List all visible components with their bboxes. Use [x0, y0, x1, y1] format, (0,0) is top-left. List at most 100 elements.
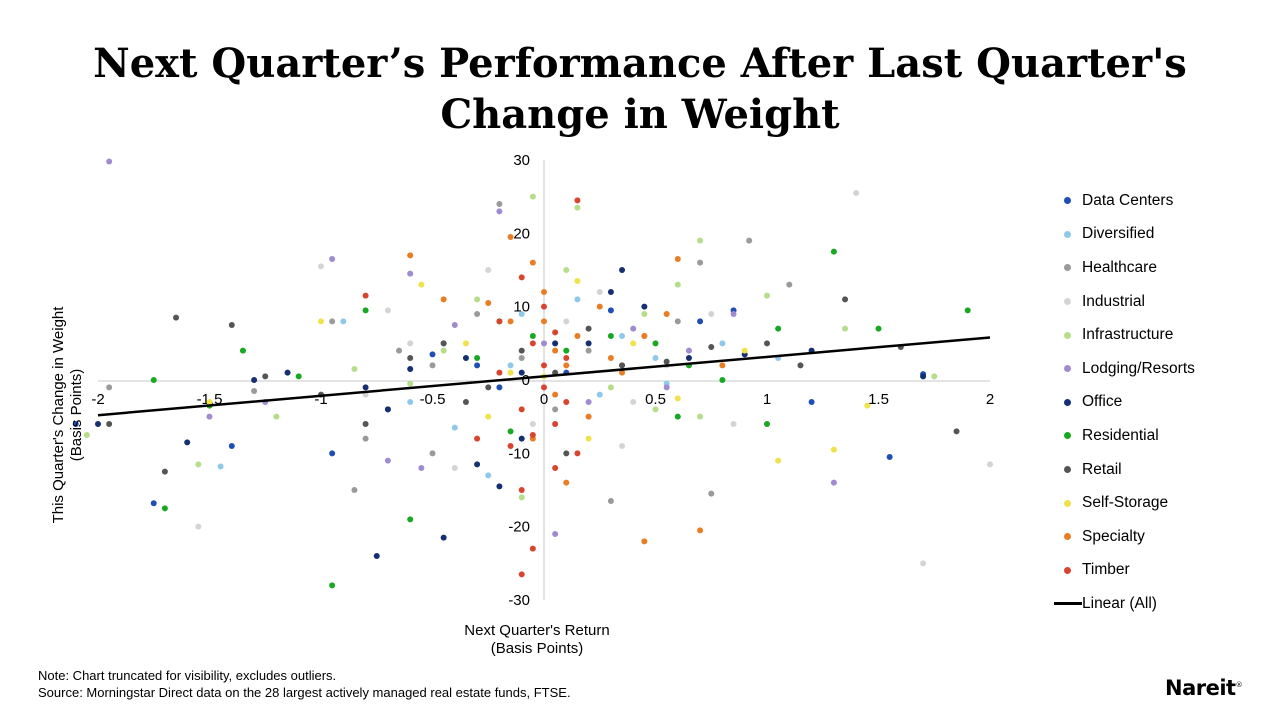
y-tick-label: -10: [508, 445, 530, 462]
legend-label: Diversified: [1082, 225, 1155, 243]
y-tick-label: -30: [508, 592, 530, 609]
data-point: [496, 208, 503, 215]
legend-item: Industrial: [1050, 285, 1270, 319]
data-point: [607, 355, 614, 361]
data-point: [496, 384, 503, 391]
data-point: [496, 483, 503, 490]
data-point: [418, 465, 425, 471]
data-point: [362, 384, 369, 391]
data-point: [384, 406, 391, 413]
legend-item: Lodging/Resorts: [1050, 352, 1270, 386]
data-point: [184, 439, 191, 446]
data-point: [574, 204, 581, 211]
data-point: [764, 340, 770, 347]
data-point: [630, 399, 637, 405]
data-point: [663, 384, 670, 391]
data-point: [563, 355, 570, 361]
data-point: [195, 461, 202, 468]
data-point: [741, 347, 748, 354]
data-point: [697, 527, 704, 534]
x-tick-label: 1.5: [868, 391, 889, 408]
legend-label: Self-Storage: [1082, 494, 1169, 512]
data-point: [407, 399, 414, 405]
data-point: [407, 380, 414, 387]
data-point: [596, 289, 603, 295]
x-tick-label: 1: [763, 391, 771, 408]
data-point: [507, 234, 514, 240]
title-line-1: Next Quarter’s Performance After Last Qu…: [93, 40, 1187, 87]
data-point: [440, 340, 447, 347]
data-point: [396, 347, 403, 354]
data-point: [842, 296, 849, 303]
legend-label: Timber: [1082, 561, 1130, 579]
legend-swatch: [1064, 197, 1071, 205]
axes: [98, 160, 990, 600]
chart-title: Next Quarter’s Performance After Last Qu…: [60, 38, 1220, 140]
legend-item: Data Centers: [1050, 184, 1270, 218]
data-point: [541, 340, 547, 347]
data-point: [585, 435, 592, 442]
data-point: [418, 281, 425, 288]
legend-label: Healthcare: [1082, 258, 1157, 276]
title-line-2: Change in Weight: [440, 91, 840, 138]
data-point: [518, 369, 525, 376]
data-point: [697, 413, 704, 420]
data-point: [440, 534, 447, 541]
data-point: [719, 362, 726, 369]
data-point: [407, 355, 414, 361]
data-point: [485, 267, 492, 273]
legend-item: Timber: [1050, 554, 1270, 588]
legend-swatch: [1064, 466, 1071, 474]
data-point: [864, 402, 871, 409]
legend-item: Residential: [1050, 419, 1270, 453]
data-point: [619, 267, 626, 273]
data-point: [295, 373, 302, 380]
legend-label: Residential: [1082, 426, 1159, 444]
data-point: [106, 158, 113, 165]
nareit-logo: Nareit®: [1165, 676, 1243, 700]
legend-item: Self-Storage: [1050, 486, 1270, 520]
y-tick-label: 20: [513, 225, 530, 242]
legend-item: Office: [1050, 386, 1270, 420]
data-point: [987, 461, 993, 468]
data-point: [407, 340, 414, 347]
source-text: Source: Morningstar Direct data on the 2…: [38, 685, 571, 700]
data-point: [518, 487, 525, 493]
data-point: [619, 333, 626, 339]
legend-label: Linear (All): [1082, 594, 1157, 612]
y-axis-title-line-2: (Basis Points): [68, 369, 85, 462]
data-point: [351, 366, 358, 372]
legend-line-swatch: [1054, 602, 1082, 606]
data-point: [619, 369, 626, 376]
data-point: [318, 263, 324, 270]
data-point: [507, 369, 514, 376]
data-point: [451, 322, 458, 328]
data-point: [607, 384, 614, 391]
data-point: [563, 450, 570, 457]
data-point: [630, 340, 637, 347]
data-point: [585, 347, 592, 354]
legend-label: Infrastructure: [1082, 326, 1174, 344]
data-point: [619, 443, 626, 449]
y-tick-labels: 30 20 10 0 -10 -20 -30: [508, 152, 530, 609]
legend-item: Infrastructure: [1050, 318, 1270, 352]
data-point: [663, 311, 670, 317]
data-point: [518, 406, 525, 413]
data-point: [730, 311, 737, 317]
y-axis-title-line-1: This Quarter's Change in Weight: [50, 306, 67, 524]
data-point: [674, 318, 681, 325]
data-point: [529, 259, 536, 266]
data-point: [574, 278, 581, 284]
data-point: [685, 347, 692, 354]
data-point: [496, 369, 503, 376]
data-point: [173, 314, 180, 321]
data-point: [786, 281, 793, 288]
data-point: [674, 395, 681, 402]
data-point: [641, 333, 648, 339]
data-point: [719, 377, 726, 383]
data-point: [830, 479, 837, 486]
data-point: [663, 358, 670, 365]
data-point: [440, 296, 447, 303]
legend-item: Healthcare: [1050, 251, 1270, 285]
